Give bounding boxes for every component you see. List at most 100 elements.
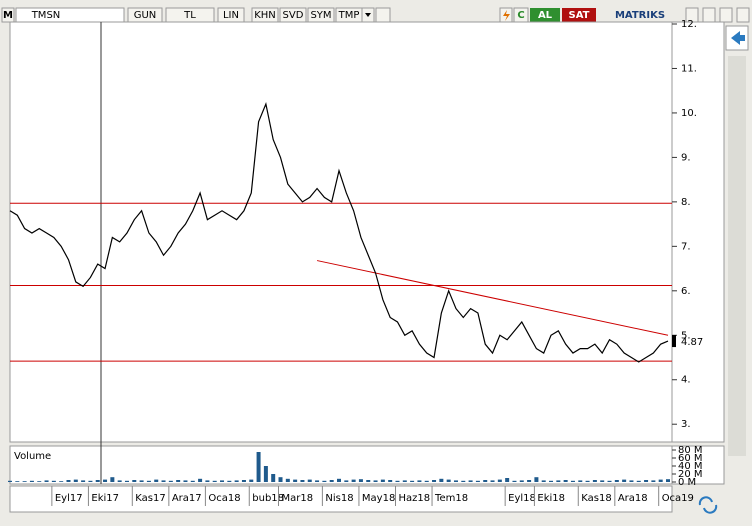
scroll-icon[interactable] bbox=[698, 496, 718, 514]
y-tick-label: 9. bbox=[681, 152, 691, 163]
x-tick-label: Oca19 bbox=[662, 493, 694, 504]
volume-bar bbox=[461, 480, 466, 482]
volume-bar bbox=[380, 479, 385, 482]
volume-bar bbox=[658, 479, 663, 482]
scrollbar[interactable] bbox=[728, 56, 746, 456]
maximize[interactable] bbox=[719, 7, 733, 23]
volume-bar bbox=[315, 480, 320, 482]
close[interactable] bbox=[736, 7, 750, 23]
volume-tick-label: 20 M bbox=[678, 469, 703, 480]
volume-bar bbox=[329, 480, 334, 482]
toolbar-button-label[interactable]: KHN bbox=[254, 10, 276, 21]
volume-bar bbox=[541, 480, 546, 482]
volume-bar bbox=[263, 466, 268, 482]
volume-panel bbox=[9, 445, 673, 485]
volume-bar bbox=[614, 480, 619, 482]
toolbar-button-label[interactable]: LIN bbox=[223, 10, 239, 21]
volume-bar bbox=[88, 480, 93, 482]
x-tick-label: Haz18 bbox=[398, 493, 430, 504]
volume-bar bbox=[293, 479, 298, 482]
volume-bar bbox=[300, 480, 305, 482]
sell[interactable]: SAT bbox=[569, 10, 590, 21]
volume-bar bbox=[636, 480, 641, 482]
volume-bar bbox=[220, 480, 225, 482]
brand: MATRIKS bbox=[615, 10, 665, 21]
volume-bar bbox=[132, 480, 137, 482]
volume-bar bbox=[592, 480, 597, 482]
y-tick-label: 3. bbox=[681, 419, 691, 430]
toolbar: M TMSN C AL SAT MATRIKS GUN TL LIN KHN SVD SY… bbox=[1, 7, 750, 23]
volume-bar bbox=[234, 480, 239, 482]
toolbar-button-label[interactable]: TMP bbox=[338, 10, 360, 21]
buy-box[interactable] bbox=[530, 8, 560, 22]
last-price-marker bbox=[672, 335, 676, 348]
toolbar-button-label[interactable]: SYM bbox=[310, 10, 331, 21]
volume-bar bbox=[453, 480, 458, 482]
volume-tick-label: 80 M bbox=[678, 445, 703, 456]
volume-tick-label: 60 M bbox=[678, 453, 703, 464]
volume-bar bbox=[497, 479, 502, 482]
volume-bar bbox=[161, 480, 166, 482]
volume-bar bbox=[505, 478, 510, 482]
sell-box[interactable] bbox=[562, 8, 596, 22]
volume-bar bbox=[373, 480, 378, 482]
y-tick-label: 8. bbox=[681, 197, 691, 208]
volume-bar bbox=[117, 480, 122, 482]
volume-bar bbox=[59, 481, 64, 482]
volume-bar bbox=[51, 480, 56, 482]
volume-bar bbox=[110, 477, 115, 482]
volume-bar bbox=[651, 480, 656, 482]
restore[interactable] bbox=[702, 7, 716, 23]
volume-bar bbox=[37, 481, 42, 482]
volume-bar bbox=[73, 479, 78, 482]
y-tick-label: 7. bbox=[681, 241, 691, 252]
volume-bar bbox=[285, 478, 290, 482]
toolbar-button-label[interactable]: TL bbox=[183, 10, 196, 21]
refresh[interactable]: C bbox=[517, 10, 524, 21]
volume-axis bbox=[671, 445, 725, 485]
volume-bar bbox=[22, 481, 27, 482]
volume-bar bbox=[527, 480, 532, 482]
volume-bar bbox=[483, 480, 488, 482]
volume-bar bbox=[66, 480, 71, 482]
volume-bar bbox=[600, 480, 605, 482]
volume-bar bbox=[622, 479, 627, 482]
volume-bar bbox=[205, 480, 210, 482]
x-tick-label: Nis18 bbox=[325, 493, 353, 504]
volume-bar bbox=[190, 480, 195, 482]
x-tick-label: Tem18 bbox=[434, 493, 468, 504]
x-tick-label: Oca18 bbox=[208, 493, 240, 504]
volume-bar bbox=[358, 479, 363, 482]
volume-bar bbox=[241, 480, 246, 482]
x-tick-label: Mar18 bbox=[282, 493, 314, 504]
volume-bar bbox=[307, 479, 312, 482]
logo: M bbox=[3, 10, 13, 21]
y-tick-label: 4. bbox=[681, 375, 691, 386]
volume-bar bbox=[227, 480, 232, 482]
volume-tick-label: 40 M bbox=[678, 461, 703, 472]
x-tick-label: Eyl18 bbox=[508, 493, 536, 504]
volume-bar bbox=[183, 480, 188, 482]
buy[interactable]: AL bbox=[538, 10, 553, 21]
volume-bar bbox=[570, 480, 575, 482]
volume-bar bbox=[337, 478, 341, 482]
volume-bar bbox=[198, 478, 203, 482]
price-panel bbox=[9, 21, 673, 443]
volume-bar bbox=[666, 479, 670, 482]
toolbar-button-label[interactable]: GUN bbox=[134, 10, 157, 21]
volume-bar bbox=[278, 477, 283, 482]
x-tick-label: Eki17 bbox=[91, 493, 119, 504]
symbol[interactable]: TMSN bbox=[31, 10, 61, 21]
twitter-button[interactable] bbox=[375, 7, 391, 23]
volume-bar bbox=[351, 479, 356, 482]
toolbar-button-label[interactable]: SVD bbox=[283, 10, 304, 21]
y-tick-label: 12. bbox=[681, 19, 697, 30]
y-tick-label: 6. bbox=[681, 286, 691, 297]
arrow-icon bbox=[731, 31, 745, 45]
x-tick-label: Kas18 bbox=[581, 493, 611, 504]
volume-bar bbox=[81, 480, 86, 482]
x-tick-label: May18 bbox=[362, 493, 395, 504]
x-tick-label: Eki18 bbox=[537, 493, 565, 504]
time-axis bbox=[9, 485, 673, 513]
volume-bar bbox=[644, 480, 649, 482]
